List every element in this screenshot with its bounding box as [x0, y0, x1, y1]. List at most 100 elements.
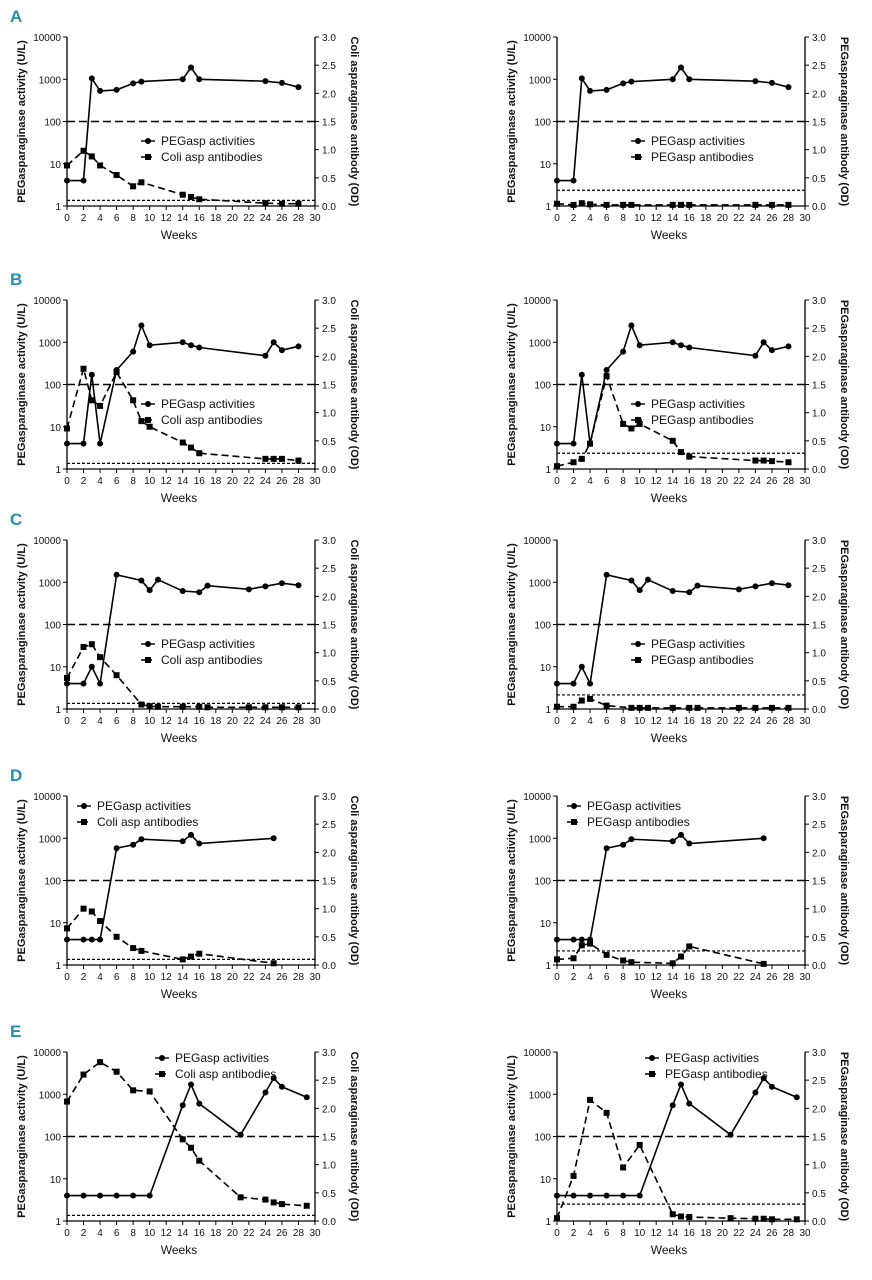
- right-tick-label: 2.0: [322, 352, 336, 363]
- antibody-point: [578, 455, 585, 462]
- antibody-point: [188, 193, 194, 200]
- activity-point: [97, 440, 104, 447]
- left-tick-label: 100: [534, 381, 551, 392]
- x-tick-label: 30: [799, 716, 811, 727]
- x-tick-label: 10: [144, 972, 156, 983]
- x-tick-label: 12: [161, 972, 173, 983]
- activity-point: [785, 84, 792, 91]
- antibody-point: [686, 1214, 693, 1221]
- right-tick-label: 3.0: [812, 296, 826, 307]
- activity-point: [88, 371, 95, 378]
- antibody-point: [587, 940, 594, 947]
- activity-point: [768, 79, 775, 86]
- x-axis-label: Weeks: [651, 228, 687, 242]
- left-tick-label: 1000: [529, 834, 552, 845]
- antibody-point: [694, 704, 701, 711]
- right-y-axis-label: PEGasparaginase antibody (OD): [838, 37, 850, 207]
- activity-point: [270, 339, 277, 346]
- activity-point: [80, 936, 87, 943]
- antibody-point: [97, 402, 104, 409]
- activity-point: [130, 841, 137, 848]
- x-tick-label: 28: [293, 1228, 305, 1239]
- right-tick-label: 0.0: [322, 1217, 336, 1228]
- x-axis-label: Weeks: [651, 987, 687, 1001]
- x-tick-label: 8: [130, 972, 136, 983]
- left-tick-label: 1: [55, 465, 61, 476]
- antibody-point: [686, 453, 693, 460]
- activity-point: [636, 587, 643, 594]
- left-tick-label: 1000: [39, 578, 62, 589]
- legend-label: PEGasp antibodies: [651, 150, 754, 164]
- activity-point: [570, 1192, 577, 1199]
- activity-point: [204, 582, 211, 589]
- left-tick-label: 10: [50, 1175, 62, 1186]
- right-tick-label: 1.0: [812, 905, 826, 916]
- activity-point: [196, 1100, 203, 1107]
- antibody-point: [146, 703, 153, 710]
- right-tick-label: 0.5: [812, 174, 826, 185]
- right-tick-label: 3.0: [322, 792, 336, 803]
- right-tick-label: 1.5: [812, 877, 826, 888]
- antibody-point: [554, 703, 560, 710]
- activity-point: [270, 1075, 277, 1082]
- x-tick-label: 30: [309, 213, 321, 224]
- left-tick-label: 10000: [523, 1048, 551, 1059]
- right-tick-label: 1.0: [812, 1161, 826, 1172]
- antibody-point: [97, 162, 104, 169]
- left-tick-label: 1: [55, 961, 61, 972]
- antibody-point: [768, 458, 775, 465]
- antibody-point: [188, 444, 194, 451]
- activity-point: [686, 589, 693, 596]
- right-tick-label: 2.5: [322, 820, 336, 831]
- antibody-point: [80, 1071, 87, 1078]
- activity-point: [628, 322, 635, 329]
- chart-a-right: 0 2 4 6 8 10 12 14 16 18 20 22 24 26 28 30Weeks11010010…: [506, 33, 850, 242]
- antibody-point: [727, 1215, 734, 1222]
- legend-marker-square: [159, 1071, 165, 1077]
- activity-point: [554, 1192, 560, 1199]
- right-tick-label: 1.5: [322, 877, 336, 888]
- activity-point: [154, 576, 161, 583]
- antibody-point: [138, 418, 145, 425]
- antibody-point: [768, 1216, 775, 1223]
- left-tick-label: 10000: [523, 296, 551, 307]
- antibody-point: [97, 918, 104, 925]
- x-tick-label: 6: [114, 213, 120, 224]
- x-tick-label: 18: [210, 972, 222, 983]
- antibody-series-line: [556, 942, 764, 965]
- right-tick-label: 2.0: [812, 848, 826, 859]
- antibody-point: [768, 704, 775, 711]
- x-tick-label: 12: [651, 213, 663, 224]
- x-tick-label: 4: [587, 213, 593, 224]
- activity-point: [603, 1192, 610, 1199]
- activity-point: [188, 831, 194, 838]
- antibody-point: [628, 959, 635, 966]
- x-tick-label: 20: [227, 476, 239, 487]
- activity-point: [752, 78, 759, 85]
- x-tick-label: 6: [604, 476, 610, 487]
- activity-point: [636, 1192, 643, 1199]
- activity-point: [130, 80, 137, 87]
- activity-point: [270, 835, 277, 842]
- x-tick-label: 26: [766, 716, 778, 727]
- right-tick-label: 0.0: [812, 705, 826, 716]
- left-tick-label: 10000: [33, 1048, 61, 1059]
- activity-point: [97, 936, 104, 943]
- left-tick-label: 100: [534, 621, 551, 632]
- x-tick-label: 22: [243, 1228, 255, 1239]
- activity-point: [793, 1094, 800, 1101]
- left-tick-label: 100: [534, 877, 551, 888]
- x-tick-label: 14: [667, 716, 679, 727]
- x-tick-label: 2: [571, 213, 577, 224]
- left-tick-label: 1000: [39, 834, 62, 845]
- x-tick-label: 2: [571, 972, 577, 983]
- antibody-point: [603, 1109, 610, 1116]
- activity-point: [570, 936, 577, 943]
- antibody-point: [603, 201, 610, 208]
- legend-marker-square: [145, 417, 151, 423]
- activity-point: [80, 177, 87, 184]
- left-tick-label: 100: [44, 381, 61, 392]
- x-tick-label: 2: [81, 716, 87, 727]
- activity-point: [620, 80, 627, 87]
- activity-point: [570, 440, 577, 447]
